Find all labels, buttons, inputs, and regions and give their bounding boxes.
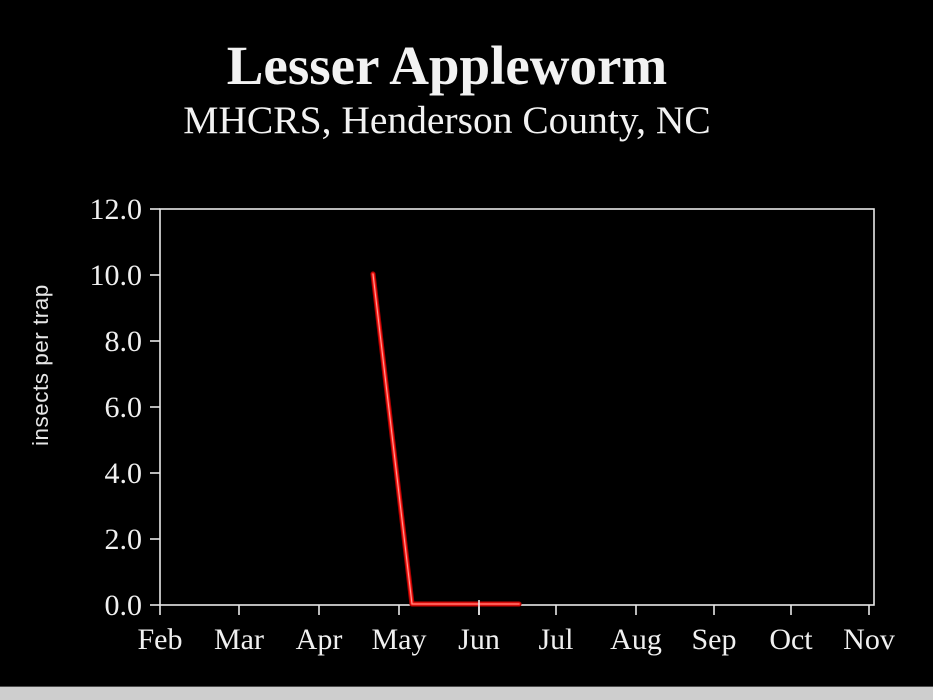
- svg-text:May: May: [372, 623, 427, 656]
- svg-text:0.0: 0.0: [105, 589, 143, 622]
- svg-text:2.0: 2.0: [105, 523, 143, 556]
- svg-text:Jun: Jun: [458, 623, 500, 656]
- svg-text:6.0: 6.0: [105, 391, 143, 424]
- svg-text:Apr: Apr: [296, 623, 343, 656]
- svg-text:Aug: Aug: [610, 623, 662, 656]
- svg-text:Jul: Jul: [538, 623, 573, 656]
- svg-text:12.0: 12.0: [90, 193, 143, 226]
- svg-text:Oct: Oct: [769, 623, 813, 656]
- svg-text:4.0: 4.0: [105, 457, 143, 490]
- svg-text:10.0: 10.0: [90, 259, 143, 292]
- svg-text:8.0: 8.0: [105, 325, 143, 358]
- svg-text:Sep: Sep: [692, 623, 737, 656]
- svg-text:Nov: Nov: [843, 623, 895, 656]
- svg-text:Mar: Mar: [214, 623, 264, 656]
- svg-text:Feb: Feb: [138, 623, 183, 656]
